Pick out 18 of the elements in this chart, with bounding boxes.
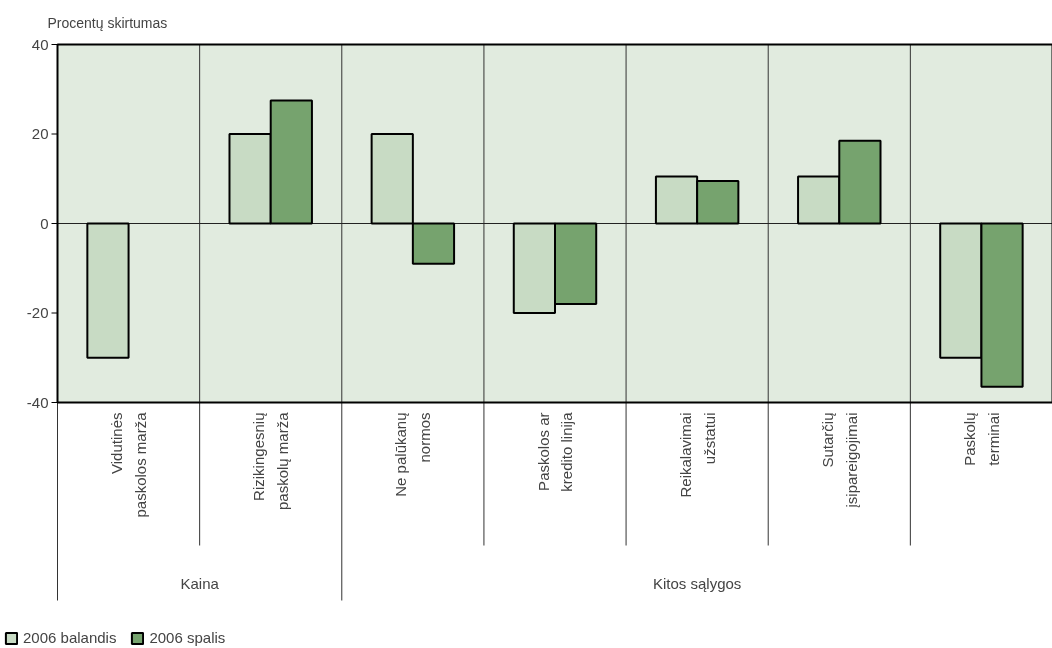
x-tick-label: Reikalavimai užstatui: [676, 412, 718, 498]
legend-label: 2006 spalis: [149, 629, 226, 646]
x-tick-label: Rizikingesnių paskolų marža: [250, 411, 292, 511]
y-axis-title: Procentų skirtumas: [47, 14, 168, 31]
y-tick-label: -20: [26, 304, 49, 321]
x-tick-label: Paskolos ar kredito linija: [534, 411, 576, 492]
text: Kitos sąlygos: [652, 575, 742, 592]
x-tick-label: Ne palūkanų normos: [392, 412, 434, 497]
text: Kaina: [180, 575, 220, 592]
y-tick-label: -40: [26, 393, 49, 411]
y-tick-label: 0: [40, 214, 49, 232]
y-tick-label: 20: [31, 125, 49, 142]
x-tick-label: Paskolų terminai: [961, 412, 1002, 466]
legend-label: 2006 balandis: [23, 629, 117, 646]
x-tick-label: Sutarčių įsipareigojimai: [818, 412, 860, 508]
y-tick-label: 40: [31, 35, 49, 53]
x-tick-label: Vidutinės paskolos marža: [108, 411, 149, 518]
bar: [86, 222, 130, 359]
